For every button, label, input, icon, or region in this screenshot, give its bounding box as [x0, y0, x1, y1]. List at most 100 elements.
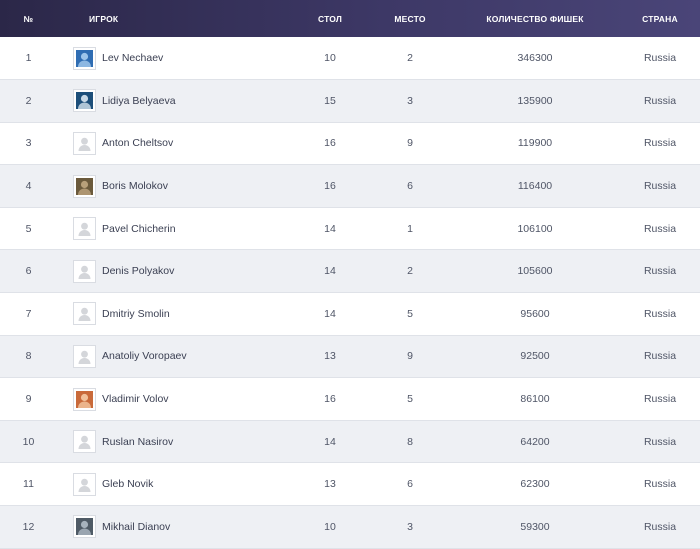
player-link[interactable]: Vladimir Volov — [57, 387, 290, 411]
table-row: 3 Anton Cheltsov 16 9 119900 Russia — [0, 122, 700, 165]
seat-cell: 8 — [407, 435, 413, 448]
chips-cell: 105600 — [517, 265, 553, 278]
chips-cell: 59300 — [520, 520, 550, 533]
country-cell: Russia — [643, 307, 677, 320]
rank-cell: 8 — [25, 350, 32, 363]
seat-cell: 6 — [407, 478, 413, 491]
player-name: Anton Cheltsov — [102, 137, 174, 150]
player-avatar-photo — [73, 46, 96, 70]
player-cell: Anatoliy Voropaev — [57, 335, 290, 378]
table-cell: 14 — [324, 307, 336, 320]
player-link[interactable]: Boris Molokov — [57, 174, 290, 198]
player-link[interactable]: Lev Nechaev — [57, 46, 290, 70]
user-placeholder-icon — [73, 472, 96, 496]
chips-cell: 64200 — [520, 435, 550, 448]
rank-cell: 10 — [22, 435, 35, 448]
seat-cell: 9 — [407, 137, 413, 150]
player-name: Anatoliy Voropaev — [102, 350, 187, 363]
player-link[interactable]: Ruslan Nasirov — [57, 430, 290, 454]
chips-cell: 95600 — [520, 307, 550, 320]
table-cell: 10 — [324, 52, 336, 65]
player-avatar-photo — [73, 387, 96, 411]
player-name: Mikhail Dianov — [102, 520, 171, 533]
rank-cell: 3 — [25, 137, 32, 150]
player-link[interactable]: Dmitriy Smolin — [57, 302, 290, 326]
seat-cell: 3 — [407, 94, 413, 107]
table-row: 4 Boris Molokov 16 6 116400 Russia — [0, 164, 700, 208]
country-cell: Russia — [643, 222, 677, 235]
col-header-chips: КОЛИЧЕСТВО ФИШЕК — [486, 13, 584, 24]
player-name: Denis Polyakov — [102, 265, 175, 278]
player-cell: Pavel Chicherin — [57, 207, 290, 250]
user-placeholder-icon — [73, 217, 96, 241]
table-row: 12 Mikhail Dianov 10 3 59300 Russia — [0, 505, 700, 549]
player-link[interactable]: Anatoliy Voropaev — [57, 344, 290, 368]
user-placeholder-icon — [73, 131, 96, 155]
table-body: 1 Lev Nechaev 10 2 346300 Russia 2 Lidiy… — [0, 37, 700, 549]
player-name: Gleb Novik — [102, 478, 154, 491]
player-name: Vladimir Volov — [102, 393, 169, 406]
table-cell: 15 — [324, 94, 336, 107]
country-cell: Russia — [643, 350, 677, 363]
country-cell: Russia — [643, 435, 677, 448]
table-header: № ИГРОК СТОЛ МЕСТО КОЛИЧЕСТВО ФИШЕК СТРА… — [0, 0, 700, 37]
chips-cell: 92500 — [520, 350, 550, 363]
chips-cell: 135900 — [517, 94, 553, 107]
country-cell: Russia — [643, 520, 677, 533]
country-cell: Russia — [643, 94, 677, 107]
player-link[interactable]: Lidiya Belyaeva — [57, 89, 290, 113]
rank-cell: 1 — [25, 52, 32, 65]
player-name: Lev Nechaev — [102, 52, 164, 65]
player-cell: Denis Polyakov — [57, 250, 290, 293]
seat-cell: 6 — [407, 180, 413, 193]
chips-cell: 346300 — [517, 52, 553, 65]
player-cell: Gleb Novik — [57, 463, 290, 506]
col-header-table: СТОЛ — [317, 13, 343, 24]
player-name: Pavel Chicherin — [102, 222, 176, 235]
table-cell: 16 — [324, 137, 336, 150]
player-cell: Ruslan Nasirov — [57, 420, 290, 463]
player-cell: Mikhail Dianov — [57, 506, 290, 549]
player-link[interactable]: Pavel Chicherin — [57, 217, 290, 241]
seat-cell: 1 — [407, 222, 413, 235]
country-cell: Russia — [643, 137, 677, 150]
table-cell: 13 — [324, 478, 336, 491]
player-avatar-photo — [73, 174, 96, 198]
player-name: Lidiya Belyaeva — [102, 94, 176, 107]
table-cell: 16 — [324, 180, 336, 193]
seat-cell: 5 — [407, 307, 413, 320]
table-row: 7 Dmitriy Smolin 14 5 95600 Russia — [0, 292, 700, 336]
table-row: 9 Vladimir Volov 16 5 86100 Russia — [0, 377, 700, 421]
user-placeholder-icon — [73, 430, 96, 454]
player-name: Boris Molokov — [102, 180, 168, 193]
player-name: Dmitriy Smolin — [102, 307, 170, 320]
chips-cell: 106100 — [517, 222, 553, 235]
table-cell: 14 — [324, 435, 336, 448]
col-header-country: СТРАНА — [642, 13, 678, 24]
player-cell: Anton Cheltsov — [57, 122, 290, 165]
table-row: 8 Anatoliy Voropaev 13 9 92500 Russia — [0, 335, 700, 378]
table-row: 2 Lidiya Belyaeva 15 3 135900 Russia — [0, 79, 700, 123]
chips-cell: 86100 — [520, 393, 550, 406]
table-row: 6 Denis Polyakov 14 2 105600 Russia — [0, 249, 700, 293]
country-cell: Russia — [643, 478, 677, 491]
col-header-rank: № — [23, 13, 34, 24]
rank-cell: 9 — [25, 393, 32, 406]
rank-cell: 4 — [25, 180, 32, 193]
col-header-seat: МЕСТО — [394, 13, 426, 24]
player-link[interactable]: Mikhail Dianov — [57, 515, 290, 539]
table-row: 10 Ruslan Nasirov 14 8 64200 Russia — [0, 420, 700, 463]
table-cell: 10 — [324, 520, 336, 533]
table-cell: 13 — [324, 350, 336, 363]
player-cell: Dmitriy Smolin — [57, 293, 290, 336]
player-avatar-photo — [73, 89, 96, 113]
table-row: 5 Pavel Chicherin 14 1 106100 Russia — [0, 207, 700, 250]
rank-cell: 7 — [25, 307, 32, 320]
seat-cell: 2 — [407, 52, 413, 65]
player-link[interactable]: Anton Cheltsov — [57, 131, 290, 155]
country-cell: Russia — [643, 52, 677, 65]
player-cell: Vladimir Volov — [57, 378, 290, 421]
player-link[interactable]: Gleb Novik — [57, 472, 290, 496]
chips-cell: 62300 — [520, 478, 550, 491]
player-link[interactable]: Denis Polyakov — [57, 259, 290, 283]
